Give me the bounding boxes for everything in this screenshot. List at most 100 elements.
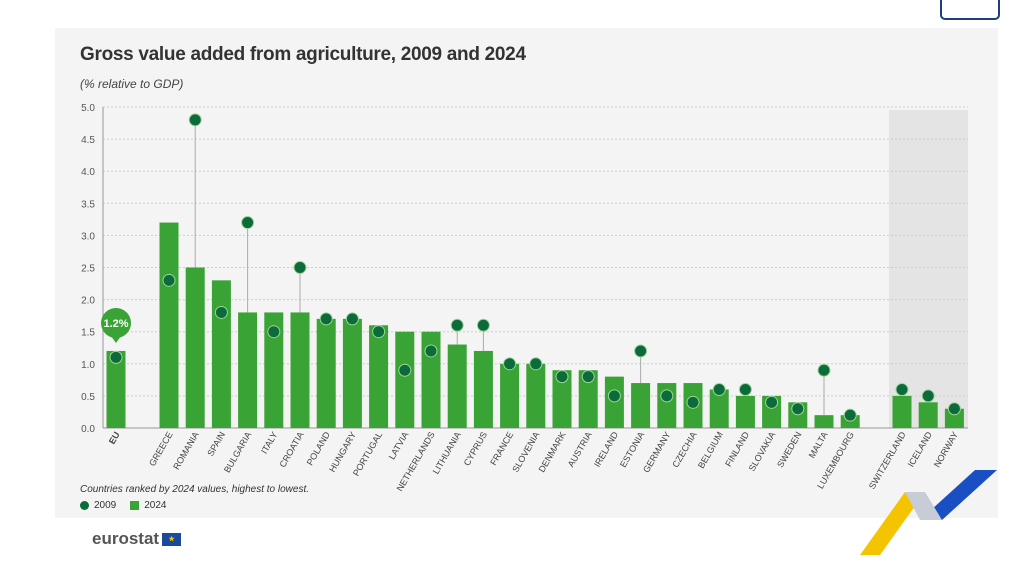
dot-2009 — [267, 325, 281, 339]
x-tick-label: SLOVAKIA — [747, 430, 778, 473]
y-tick-label: 3.5 — [81, 199, 95, 210]
x-tick-label: CROATIA — [277, 430, 305, 469]
bar-2024 — [526, 363, 546, 428]
bar-2024 — [369, 325, 389, 428]
dot-2009 — [372, 325, 386, 339]
dot-2009 — [555, 370, 569, 384]
dot-2009 — [319, 312, 333, 326]
y-tick-label: 5.0 — [81, 103, 95, 114]
dot-2009 — [765, 395, 779, 409]
y-tick-label: 4.5 — [81, 135, 95, 146]
bar-2024 — [106, 350, 126, 428]
bar-2024 — [211, 280, 231, 428]
logo-text: eurostat — [92, 529, 160, 548]
bar-2024 — [264, 312, 284, 428]
y-tick-label: 3.0 — [81, 231, 95, 242]
dot-2009 — [398, 363, 412, 377]
legend-dot-icon — [80, 501, 89, 510]
dot-2009 — [607, 389, 621, 403]
x-tick-label: FRANCE — [488, 430, 515, 467]
x-tick-label: ITALY — [259, 430, 280, 456]
x-tick-label: GERMANY — [641, 430, 672, 474]
legend-label: 2009 — [94, 500, 117, 511]
x-tick-label: LATVIA — [387, 430, 411, 461]
y-tick-label: 1.0 — [81, 360, 95, 371]
x-tick-label: CZECHIA — [670, 430, 698, 469]
eu-callout-bubble — [101, 307, 131, 338]
legend-square-icon — [130, 501, 140, 510]
bar-2024 — [159, 222, 179, 428]
dot-2009 — [293, 261, 307, 274]
bar-2024 — [709, 389, 729, 428]
bar-2024 — [500, 363, 520, 428]
x-tick-label: NORWAY — [932, 430, 960, 469]
non-eu-shade — [889, 110, 968, 428]
x-tick-label: BELGIUM — [696, 430, 725, 470]
dot-2009 — [214, 305, 228, 319]
x-tick-label: IRELAND — [592, 430, 620, 469]
decor-stripe-yellow — [860, 492, 925, 555]
dot-2009 — [476, 318, 490, 332]
x-tick-label: SWEDEN — [775, 430, 803, 469]
dot-2009 — [345, 312, 359, 326]
bar-2024 — [918, 402, 938, 428]
dot-2009 — [817, 363, 831, 377]
decor-stripe-grey — [905, 492, 942, 520]
bar-2024 — [395, 331, 415, 428]
chart-card — [55, 28, 998, 518]
dot-2009 — [634, 344, 648, 358]
dot-2009 — [738, 382, 752, 396]
top-button[interactable] — [940, 0, 1000, 20]
y-tick-label: 4.0 — [81, 167, 95, 178]
y-tick-label: 0.5 — [81, 392, 95, 403]
bar-2024 — [421, 331, 441, 428]
legend-item-2024: 2024 — [130, 500, 167, 511]
bar-2024 — [473, 350, 493, 428]
dot-2009 — [581, 370, 595, 384]
x-tick-label: POLAND — [305, 430, 332, 467]
x-tick-label: SPAIN — [205, 430, 227, 458]
y-tick-label: 2.0 — [81, 296, 95, 307]
bar-2024 — [342, 318, 362, 428]
dot-2009 — [241, 216, 255, 230]
decor-stripe-blue — [920, 470, 997, 520]
x-tick-label: ESTONIA — [618, 430, 646, 469]
bar-2024 — [447, 344, 467, 428]
x-tick-label: ICELAND — [906, 430, 934, 469]
bar-2024 — [892, 395, 912, 428]
chart-subtitle: (% relative to GDP) — [80, 77, 184, 91]
dot-2009 — [529, 357, 543, 371]
bar-2024 — [290, 312, 310, 428]
x-tick-label: GREECE — [147, 430, 175, 468]
x-tick-label: MALTA — [807, 430, 830, 460]
x-tick-label: ROMANIA — [171, 430, 201, 471]
eu-callout-label: 1.2% — [103, 318, 128, 330]
legend-item-2009: 2009 — [80, 500, 116, 511]
dot-2009 — [921, 389, 935, 403]
dot-2009 — [188, 113, 202, 127]
x-tick-label: DENMARK — [537, 430, 568, 474]
bar-2024 — [552, 370, 572, 428]
bar-2024 — [578, 370, 598, 428]
dot-2009 — [503, 357, 517, 371]
dot-2009 — [660, 389, 674, 403]
x-tick-label: SWITZERLAND — [867, 430, 908, 491]
dot-2009 — [895, 382, 909, 396]
chart-title: Gross value added from agriculture, 2009… — [80, 44, 526, 65]
x-tick-label: AUSTRIA — [566, 430, 594, 469]
legend-label: 2024 — [144, 500, 167, 511]
y-tick-label: 0.0 — [81, 424, 95, 435]
dot-2009 — [843, 408, 857, 422]
dot-2009 — [424, 344, 438, 358]
bar-2024 — [316, 318, 336, 428]
dot-2009 — [791, 402, 805, 416]
bar-2024 — [735, 395, 755, 428]
x-tick-label: EU — [107, 430, 122, 446]
eu-flag-icon: ★ — [162, 532, 182, 546]
dot-2009 — [712, 382, 726, 396]
x-tick-label: BULGARIA — [222, 430, 253, 474]
bar-2024 — [944, 408, 964, 428]
legend: 2009 2024 — [80, 500, 167, 511]
dot-2009 — [109, 350, 123, 364]
y-tick-label: 1.5 — [81, 328, 95, 339]
